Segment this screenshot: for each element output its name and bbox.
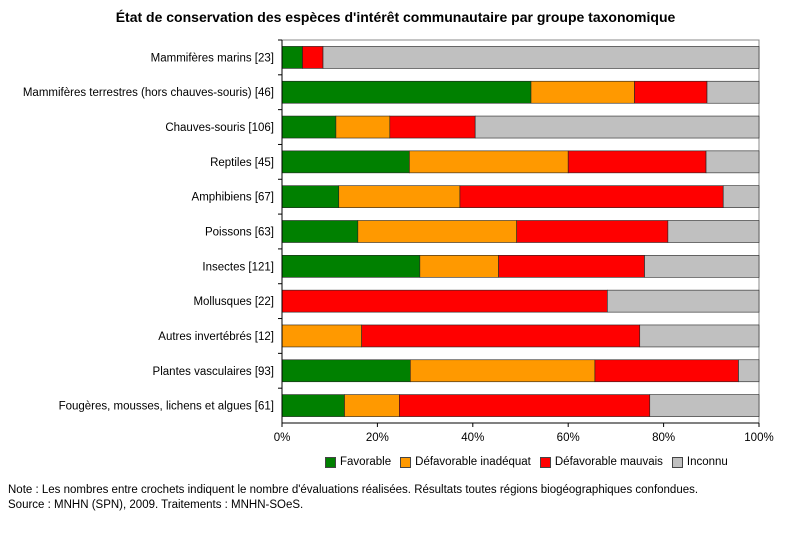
bar-segment — [607, 289, 760, 313]
bar-segment — [281, 394, 345, 417]
bar-segment — [567, 150, 707, 174]
x-tick-label: 40% — [461, 432, 484, 444]
bar-segment — [399, 394, 651, 417]
category-label: Chauves-souris [106] — [165, 122, 274, 134]
legend-item: Favorable — [325, 456, 391, 468]
bar-segment — [281, 150, 410, 174]
legend-swatch — [325, 456, 336, 468]
bar-segment — [281, 324, 362, 348]
bar-segment — [706, 80, 760, 104]
bar-segment — [705, 150, 760, 174]
note-text: Note : Les nombres entre crochets indiqu… — [8, 484, 699, 496]
bar-segment — [474, 115, 760, 139]
category-label: Mammifères terrestres (hors chauves-sour… — [23, 87, 274, 99]
bar-segment — [344, 394, 400, 417]
bar-segment — [516, 220, 669, 243]
legend-label: Inconnu — [686, 456, 728, 468]
bar-segment — [594, 359, 739, 383]
bar-segment — [281, 46, 303, 69]
legend-swatch — [400, 456, 412, 468]
bar-segment — [281, 359, 411, 383]
x-tick-label: 80% — [652, 432, 675, 444]
x-tick-label: 100% — [744, 432, 773, 444]
bar-segment — [357, 220, 517, 243]
bar-segment — [530, 80, 635, 104]
legend-item: Inconnu — [671, 456, 728, 468]
bar-segment — [667, 220, 760, 243]
legend-swatch — [539, 456, 551, 468]
source-text: Source : MNHN (SPN), 2009. Traitements :… — [8, 499, 304, 511]
legend-item: Défavorable inadéquat — [400, 456, 531, 468]
bar-segment — [649, 394, 760, 417]
bar-segment — [281, 185, 340, 208]
bar-segment — [361, 324, 641, 348]
bar-segment — [338, 185, 461, 208]
bar-segment — [322, 46, 760, 69]
chart-title: État de conservation des espèces d'intér… — [115, 9, 676, 25]
legend-item: Défavorable mauvais — [539, 456, 663, 468]
chart-notes: Note : Les nombres entre crochets indiqu… — [8, 483, 698, 513]
category-label: Plantes vasculaires [93] — [153, 366, 274, 378]
category-label: Autres invertébrés [12] — [158, 331, 274, 343]
bar-segment — [389, 115, 476, 139]
x-tick-label: 0% — [274, 432, 291, 444]
bar-segment — [281, 80, 532, 104]
bar-segment — [419, 255, 499, 278]
bar-segment — [738, 359, 760, 383]
bar-segment — [644, 255, 760, 278]
category-label: Amphibiens [67] — [192, 192, 274, 204]
x-tick-label: 60% — [557, 432, 580, 444]
category-label: Mollusques [22] — [193, 296, 274, 308]
category-label: Reptiles [45] — [210, 157, 274, 169]
bar-segment — [409, 150, 569, 174]
chart-legend: Favorable Défavorable inadéquat Défavorabl… — [325, 456, 737, 468]
bar-segment — [281, 220, 359, 243]
bar-segment — [335, 115, 391, 139]
bar-segment — [722, 185, 760, 208]
bar-segment — [302, 46, 324, 69]
legend-label: Défavorable inadéquat — [415, 456, 531, 468]
bar-segment — [634, 80, 708, 104]
category-label: Poissons [63] — [205, 227, 274, 239]
legend-label: Favorable — [340, 456, 392, 468]
legend-swatch — [671, 456, 683, 468]
bar-segment — [459, 185, 724, 208]
category-label: Mammifères marins [23] — [151, 52, 274, 64]
x-tick-label: 20% — [366, 432, 389, 444]
legend-label: Défavorable mauvais — [554, 456, 663, 468]
bar-segment — [498, 255, 645, 278]
category-label: Fougères, mousses, lichens et algues [61… — [59, 401, 274, 413]
bar-segment — [639, 324, 760, 348]
bar-segment — [281, 289, 608, 313]
bar-segment — [410, 359, 596, 383]
bar-segment — [281, 255, 421, 278]
category-label: Insectes [121] — [202, 261, 274, 273]
bar-segment — [281, 115, 337, 139]
